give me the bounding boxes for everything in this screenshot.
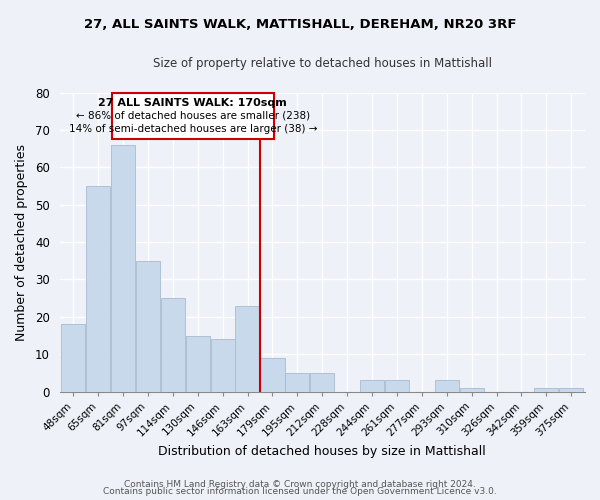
Bar	[61, 324, 85, 392]
Bar	[260, 358, 284, 392]
Bar	[211, 340, 235, 392]
FancyBboxPatch shape	[112, 92, 274, 139]
Bar	[535, 388, 559, 392]
Bar	[161, 298, 185, 392]
Bar	[86, 186, 110, 392]
Bar	[310, 373, 334, 392]
Text: Contains public sector information licensed under the Open Government Licence v3: Contains public sector information licen…	[103, 488, 497, 496]
Bar	[185, 336, 210, 392]
Bar	[385, 380, 409, 392]
Title: Size of property relative to detached houses in Mattishall: Size of property relative to detached ho…	[153, 58, 492, 70]
Bar	[360, 380, 384, 392]
Bar	[235, 306, 260, 392]
X-axis label: Distribution of detached houses by size in Mattishall: Distribution of detached houses by size …	[158, 444, 486, 458]
Bar	[136, 261, 160, 392]
Bar	[460, 388, 484, 392]
Y-axis label: Number of detached properties: Number of detached properties	[15, 144, 28, 340]
Bar	[285, 373, 310, 392]
Bar	[435, 380, 459, 392]
Text: ← 86% of detached houses are smaller (238): ← 86% of detached houses are smaller (23…	[76, 111, 310, 121]
Bar	[111, 145, 135, 392]
Text: 27 ALL SAINTS WALK: 170sqm: 27 ALL SAINTS WALK: 170sqm	[98, 98, 287, 108]
Text: 14% of semi-detached houses are larger (38) →: 14% of semi-detached houses are larger (…	[68, 124, 317, 134]
Text: Contains HM Land Registry data © Crown copyright and database right 2024.: Contains HM Land Registry data © Crown c…	[124, 480, 476, 489]
Text: 27, ALL SAINTS WALK, MATTISHALL, DEREHAM, NR20 3RF: 27, ALL SAINTS WALK, MATTISHALL, DEREHAM…	[84, 18, 516, 30]
Bar	[559, 388, 583, 392]
